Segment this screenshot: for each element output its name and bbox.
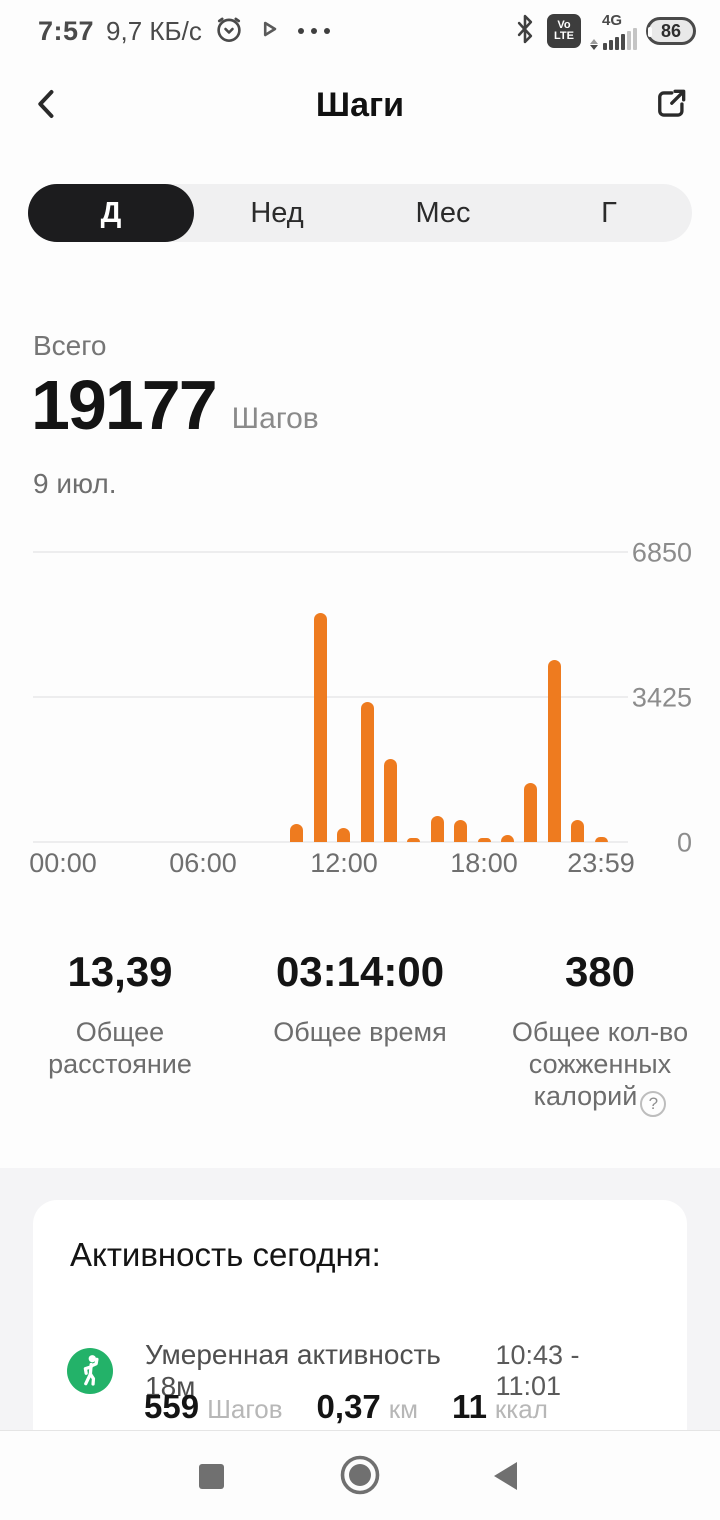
gridline-baseline [33,841,628,843]
chart-bar[interactable] [571,820,585,842]
chart-bar[interactable] [547,660,561,842]
chart-bar[interactable] [337,828,351,842]
stat-calories: 380 Общее кол-во сожженных калорий? [480,948,720,1117]
status-bar: 7:57 9,7 КБ/с [0,0,720,62]
tab-day[interactable]: Д [28,184,194,242]
metric-distance: 0,37 км [316,1388,419,1425]
distance-label: Общее расстояние [48,1017,192,1079]
duration-value: 03:14:00 [275,948,445,995]
alarm-icon [214,14,244,49]
back-triangle-icon [493,1462,517,1490]
clock-time: 7:57 [38,15,95,46]
chart-bar[interactable] [360,702,374,842]
stat-duration: 03:14:00 Общее время [240,948,480,1117]
y-axis-tick: 0 [676,827,692,858]
battery-percent: 86 [660,20,682,41]
recents-square-icon [198,1463,224,1489]
gridline-top [33,551,628,553]
selected-date: 9 июл. [33,468,117,499]
notification-overflow-icon [297,28,330,34]
duration-label: Общее время [273,1017,447,1047]
play-icon [256,16,282,47]
recents-button[interactable] [166,1431,256,1520]
chart-bar[interactable] [477,838,491,842]
distance-value: 13,39 [67,948,173,995]
home-circle-icon [339,1454,381,1499]
x-axis-tick: 00:00 [29,848,97,878]
steps-bar-chart: 6850 3425 0 00:00 06:00 12:00 18:00 23:5… [0,538,720,890]
share-icon [652,85,690,126]
network-type: 4G [602,11,623,29]
activity-name: Умеренная активность 18м [145,1339,441,1402]
activity-card: Активность сегодня: [33,1200,687,1430]
chart-bar[interactable] [430,816,444,842]
activity-time-range: 10:43 - 11:01 [495,1340,580,1401]
calories-label: Общее кол-во сожженных калорий? [488,1016,713,1117]
app-header: Шаги [0,70,720,140]
calories-value: 380 [564,948,636,995]
walking-activity-icon [67,1348,113,1394]
battery-icon: 86 [646,17,696,45]
x-axis-tick: 12:00 [310,848,378,878]
x-axis-tick: 23:59 [567,848,635,878]
period-tabs: Д Нед Мес Г [28,184,692,242]
total-steps-value: 19177 [31,366,218,444]
bottom-section: Активность сегодня: [0,1168,720,1430]
signal-bars-icon [603,27,637,50]
chevron-left-icon [29,86,65,125]
chart-bar[interactable] [407,838,421,842]
chart-bar[interactable] [313,613,327,842]
activity-metrics: 559 Шагов 0,37 км 11 ккал [144,1388,582,1426]
chart-bar[interactable] [454,820,468,842]
chart-bar[interactable] [383,759,397,842]
share-button[interactable] [648,82,694,128]
network-speed: 9,7 КБ/с [106,15,202,46]
chart-bar[interactable] [594,837,608,842]
tab-year[interactable]: Г [526,184,692,242]
page-title: Шаги [315,86,405,124]
metric-calories: 11 ккал [452,1388,548,1425]
total-label: Всего [33,330,107,361]
stat-distance: 13,39 Общее расстояние [0,948,240,1117]
x-axis-tick: 06:00 [169,848,237,878]
y-axis-tick: 6850 [631,537,692,568]
activity-card-title: Активность сегодня: [70,1236,381,1273]
home-button[interactable] [315,1431,405,1520]
tab-month[interactable]: Мес [360,184,526,242]
bluetooth-icon [512,14,538,49]
activity-item[interactable]: Умеренная активность 18м 10:43 - 11:01 [67,1339,651,1403]
android-nav-bar [0,1430,720,1520]
tab-week[interactable]: Нед [194,184,360,242]
help-icon[interactable]: ? [640,1091,667,1117]
daily-totals: 13,39 Общее расстояние 03:14:00 Общее вр… [0,948,720,1117]
chart-bar[interactable] [290,824,304,842]
total-steps-unit: Шагов [231,402,319,435]
y-axis-tick: 3425 [631,682,692,713]
gridline-middle [33,696,628,698]
signal-strength-icon: 4G [590,13,637,50]
data-arrows-icon [590,38,598,50]
chart-bar[interactable] [500,835,514,842]
x-axis-tick: 18:00 [450,848,518,878]
chart-plot [0,545,720,843]
chart-bar[interactable] [524,783,538,842]
back-button[interactable] [24,82,70,128]
android-back-button[interactable] [460,1431,550,1520]
metric-steps: 559 Шагов [144,1388,283,1425]
volte-badge: Vo LTE [547,14,581,48]
